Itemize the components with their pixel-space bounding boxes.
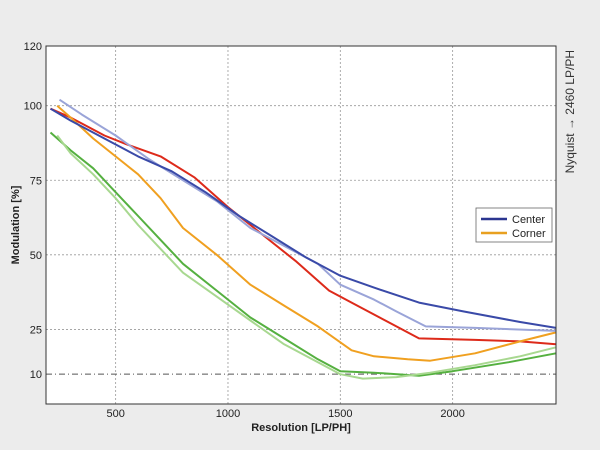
y-tick-label: 50 [30, 250, 42, 262]
y-tick-label: 75 [30, 175, 42, 187]
series-line-3 [50, 107, 557, 346]
legend: Center Corner [475, 207, 553, 243]
grid-lines [46, 46, 556, 404]
series-line-1 [49, 107, 557, 329]
y-axis-title: Modulation [%] [10, 185, 22, 264]
x-tick-labels: 500 1000 1500 2000 [106, 408, 464, 420]
x-tick-label: 1500 [328, 408, 352, 420]
y-tick-label: 25 [30, 324, 42, 336]
x-tick-label: 500 [106, 408, 124, 420]
series-line-2 [58, 98, 557, 332]
x-tick-label: 1000 [216, 408, 240, 420]
y-tick-label: 100 [24, 101, 42, 113]
series-layer [49, 98, 557, 380]
x-axis-title: Resolution [LP/PH] [251, 422, 351, 434]
legend-box [475, 207, 553, 243]
series-line-4 [56, 104, 557, 362]
legend-label-center: Center [512, 214, 545, 226]
y-tick-label: 10 [30, 369, 42, 381]
series-line-5 [49, 131, 557, 377]
y-tick-label: 120 [24, 41, 42, 53]
x-tick-label: 2000 [440, 408, 464, 420]
legend-label-corner: Corner [512, 228, 546, 240]
series-line-6 [56, 134, 557, 380]
y-tick-labels: 10 25 50 75 100 120 [24, 41, 42, 381]
nyquist-label: Nyquist → 2460 LP/PH [563, 50, 577, 173]
plot-frame [45, 45, 557, 405]
